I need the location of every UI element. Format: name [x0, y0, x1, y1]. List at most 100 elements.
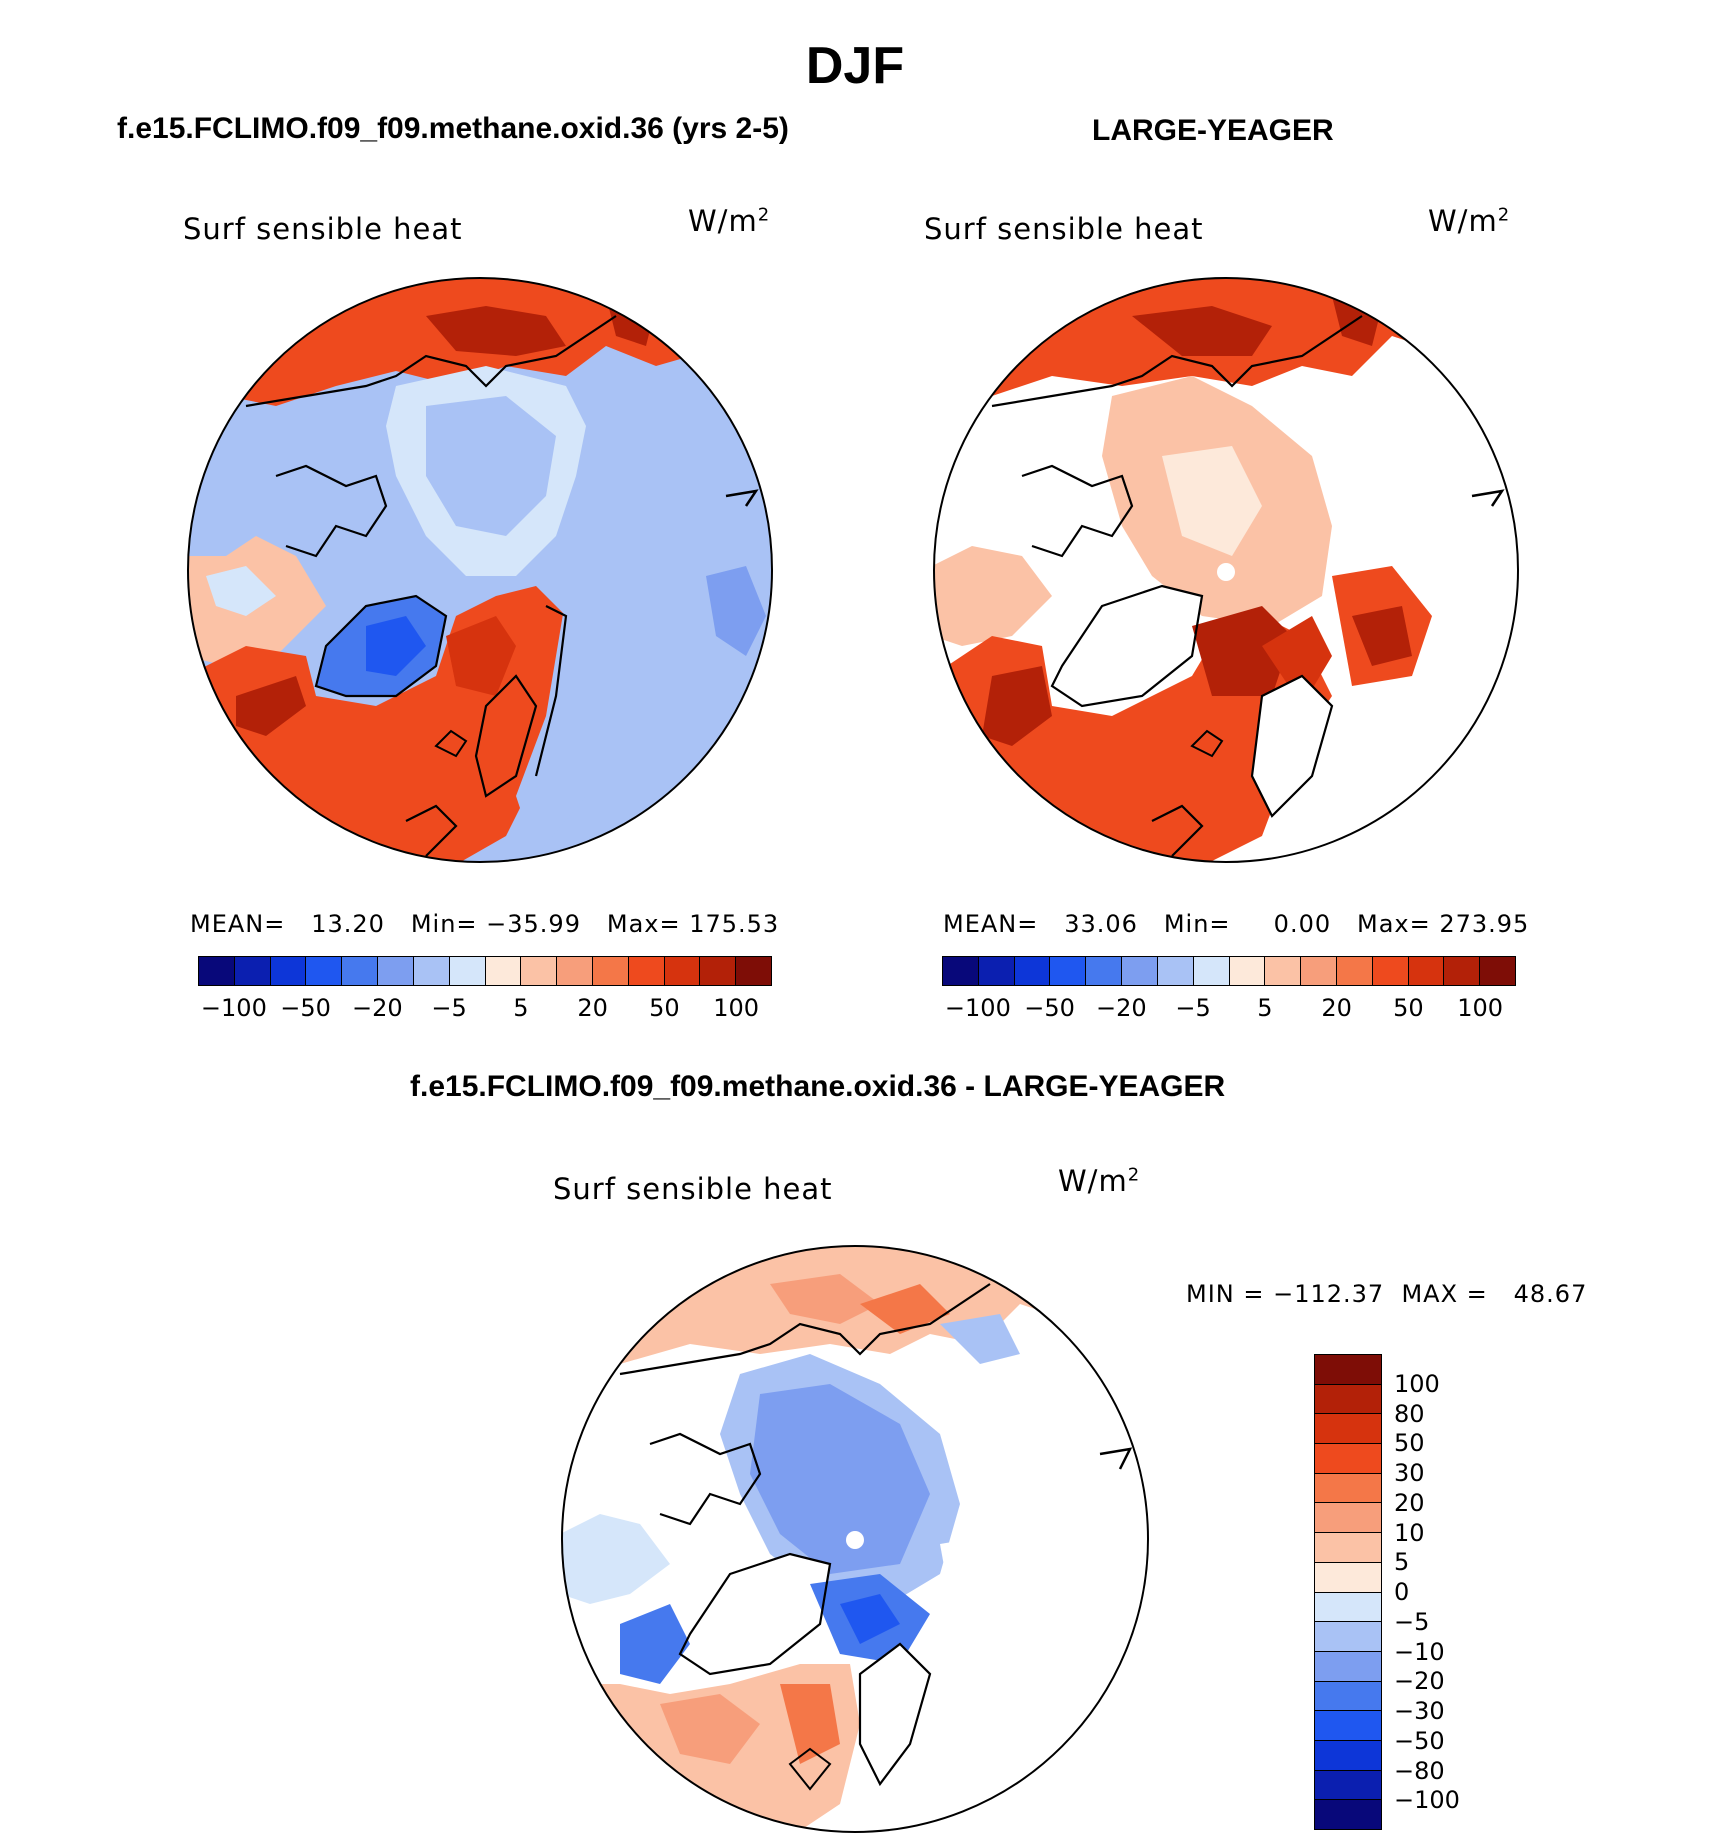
map-region [750, 1384, 930, 1574]
colorbar-swatch [199, 957, 235, 985]
map-region [860, 1284, 950, 1334]
map-region [706, 566, 766, 656]
colorbar-swatch [1086, 957, 1123, 985]
map-region [426, 306, 566, 356]
colorbar-swatch [628, 957, 665, 985]
colorbar-tick-label: −30 [1394, 1697, 1445, 1725]
left-stats: MEAN= 13.20 Min= −35.99 Max= 175.53 [190, 910, 780, 938]
colorbar-tick-label: −20 [1096, 994, 1147, 1022]
colorbar-tick-label: −5 [431, 994, 467, 1022]
colorbar-tick-label: −50 [280, 994, 331, 1022]
colorbar-tick-label: −80 [1394, 1756, 1445, 1785]
colorbar-swatch [234, 957, 271, 985]
colorbar-swatch [1315, 1651, 1381, 1682]
map-region [940, 1534, 1040, 1654]
map-region [1262, 616, 1332, 706]
colorbar-swatch [1408, 957, 1445, 985]
colorbar-swatch [1315, 1355, 1381, 1385]
map-region [562, 1514, 670, 1604]
map-region [982, 666, 1052, 746]
colorbar-tick-label: −20 [352, 994, 403, 1022]
colorbar-swatch [943, 957, 979, 985]
colorbar-swatch [664, 957, 701, 985]
map-region [840, 1594, 900, 1644]
pole-marker [1217, 563, 1235, 581]
colorbar-tick-label: 10 [1394, 1518, 1425, 1547]
colorbar-tick-label: 5 [513, 994, 529, 1022]
map-region [366, 616, 426, 676]
colorbar-swatch [1315, 1740, 1381, 1771]
colorbar-tick-label: 5 [1394, 1548, 1410, 1577]
left-units-label: W/m2 [688, 204, 771, 238]
colorbar-tick-label: −10 [1394, 1637, 1445, 1666]
difference-colorbar-labels: 100 80 50 30 20 10 5 0 −5 −10 −20 −30 −50 −80 −100 [1394, 1354, 1494, 1830]
map-region [770, 1274, 880, 1324]
map-region [426, 396, 556, 536]
map-region [646, 536, 746, 676]
diff-stats: MIN = −112.37 MAX = 48.67 [1186, 1280, 1588, 1308]
map-region [940, 1314, 1020, 1364]
colorbar-tick-label: 0 [1394, 1578, 1410, 1606]
colorbar-tick-label: 100 [1457, 994, 1504, 1022]
map-region [660, 1694, 760, 1764]
colorbar-tick-label: −100 [200, 994, 267, 1022]
colorbar-swatch [1050, 957, 1087, 985]
colorbar-tick-label: 30 [1394, 1459, 1425, 1487]
colorbar-swatch [1229, 957, 1266, 985]
colorbar-swatch [1315, 1473, 1381, 1504]
colorbar-swatch [1122, 957, 1158, 985]
diff-variable-label: Surf sensible heat [553, 1172, 833, 1206]
season-title: DJF [805, 37, 905, 95]
colorbar-tick-label: 100 [713, 994, 760, 1022]
colorbar-swatch [1444, 957, 1481, 985]
colorbar-tick-label: −50 [1394, 1726, 1445, 1755]
map-region [1352, 606, 1412, 666]
colorbar-swatch [1315, 1384, 1381, 1415]
left-panel-title: f.e15.FCLIMO.f09_f09.methane.oxid.36 (yr… [117, 112, 789, 145]
map-region [446, 616, 516, 696]
colorbar-swatch [449, 957, 486, 985]
difference-colorbar [1314, 1354, 1382, 1830]
map-region [1252, 676, 1332, 816]
map-region [1052, 586, 1202, 706]
colorbar-swatch [378, 957, 414, 985]
map-region [476, 676, 536, 796]
map-region [680, 1554, 830, 1674]
right-panel-title: LARGE-YEAGER [1092, 114, 1334, 147]
colorbar-swatch [1014, 957, 1051, 985]
colorbar-tick-label: 20 [1394, 1488, 1425, 1517]
colorbar-tick-label: −100 [1394, 1786, 1460, 1815]
left-variable-label: Surf sensible heat [183, 212, 463, 246]
colorbar-swatch [1315, 1533, 1381, 1563]
map-region [1132, 306, 1272, 356]
difference-polar-map [560, 1244, 1150, 1834]
colorbar-swatch [557, 957, 593, 985]
right-units-label: W/m2 [1428, 204, 1511, 238]
map-region [236, 676, 306, 736]
colorbar-swatch [1336, 957, 1373, 985]
colorbar-swatch [306, 957, 343, 985]
colorbar-swatch [1315, 1562, 1381, 1593]
colorbar-swatch [1301, 957, 1337, 985]
right-colorbar [942, 956, 1516, 986]
colorbar-swatch [1315, 1444, 1381, 1474]
colorbar-tick-label: 50 [1393, 994, 1424, 1022]
colorbar-swatch [592, 957, 629, 985]
difference-panel-title: f.e15.FCLIMO.f09_f09.methane.oxid.36 - L… [410, 1070, 1226, 1103]
colorbar-swatch [1315, 1681, 1381, 1712]
colorbar-swatch [1315, 1414, 1381, 1445]
colorbar-swatch [1265, 957, 1302, 985]
left-polar-map [186, 276, 774, 864]
map-region [516, 596, 646, 856]
colorbar-swatch [342, 957, 379, 985]
colorbar-swatch [1157, 957, 1194, 985]
colorbar-tick-label: 80 [1394, 1399, 1425, 1428]
colorbar-swatch [1480, 957, 1515, 985]
colorbar-tick-label: −50 [1024, 994, 1075, 1022]
right-variable-label: Surf sensible heat [924, 212, 1204, 246]
map-region [206, 566, 276, 616]
colorbar-swatch [521, 957, 558, 985]
right-polar-map [932, 276, 1520, 864]
colorbar-swatch [1372, 957, 1409, 985]
colorbar-tick-label: 50 [649, 994, 680, 1022]
